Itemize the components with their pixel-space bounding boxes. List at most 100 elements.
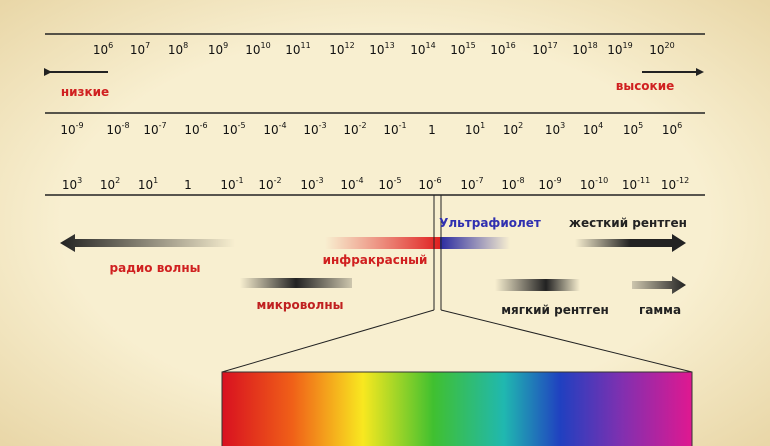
tick-base: 10 — [545, 123, 560, 137]
high-label: высокие — [616, 79, 675, 93]
tick-label: 102 — [100, 176, 120, 192]
tick-exponent: -3 — [319, 121, 327, 130]
tick-base: 10 — [263, 123, 278, 137]
tick-label: 10-3 — [303, 121, 326, 137]
tick-exponent: 3 — [560, 121, 565, 130]
tick-base: 10 — [138, 178, 153, 192]
tick-exponent: -5 — [238, 121, 246, 130]
tick-base: 10 — [143, 123, 158, 137]
tick-exponent: -1 — [399, 121, 407, 130]
tick-label: 1011 — [285, 41, 310, 57]
tick-base: 10 — [369, 43, 384, 57]
tick-label: 10-7 — [143, 121, 166, 137]
tick-exponent: -1 — [236, 176, 244, 185]
bands — [60, 195, 693, 446]
tick-exponent: -9 — [554, 176, 562, 185]
tick-label: 10-9 — [60, 121, 83, 137]
tick-base: 10 — [649, 43, 664, 57]
tick-base: 10 — [410, 43, 425, 57]
tick-exponent: 20 — [665, 41, 675, 50]
tick-label: 103 — [62, 176, 82, 192]
tick-label: 107 — [130, 41, 150, 57]
tick-exponent: -7 — [159, 121, 167, 130]
tick-base: 1 — [184, 178, 192, 192]
tick-base: 10 — [465, 123, 480, 137]
tick-base: 10 — [93, 43, 108, 57]
tick-exponent: 16 — [506, 41, 516, 50]
tick-label: 1019 — [607, 41, 632, 57]
tick-exponent: -5 — [394, 176, 402, 185]
tick-exponent: -6 — [200, 121, 208, 130]
tick-base: 10 — [607, 43, 622, 57]
tick-base: 10 — [450, 43, 465, 57]
tick-exponent: 6 — [108, 41, 113, 50]
tick-exponent: 17 — [548, 41, 558, 50]
tick-label: 10-10 — [580, 176, 608, 192]
tick-label: 101 — [138, 176, 158, 192]
tick-base: 10 — [501, 178, 516, 192]
tick-base: 10 — [538, 178, 553, 192]
tick-label: 1015 — [450, 41, 475, 57]
tick-base: 10 — [460, 178, 475, 192]
tick-exponent: -10 — [595, 176, 608, 185]
tick-exponent: 4 — [598, 121, 603, 130]
tick-label: 1013 — [369, 41, 394, 57]
tick-exponent: 14 — [426, 41, 436, 50]
tick-exponent: 11 — [301, 41, 311, 50]
tick-base: 10 — [245, 43, 260, 57]
tick-label: 10-11 — [622, 176, 650, 192]
tick-label: 10-12 — [661, 176, 689, 192]
tick-exponent: -12 — [676, 176, 689, 185]
tick-base: 10 — [329, 43, 344, 57]
tick-label: 1018 — [572, 41, 597, 57]
tick-label: 10-8 — [106, 121, 129, 137]
tick-exponent: -9 — [76, 121, 84, 130]
low-label: низкие — [61, 85, 109, 99]
tick-base: 10 — [106, 123, 121, 137]
tick-base: 10 — [340, 178, 355, 192]
tick-exponent: -8 — [517, 176, 525, 185]
tick-exponent: 5 — [638, 121, 643, 130]
tick-exponent: 3 — [77, 176, 82, 185]
tick-base: 10 — [208, 43, 223, 57]
tick-base: 10 — [532, 43, 547, 57]
tick-exponent: 10 — [261, 41, 271, 50]
tick-label: 10-6 — [184, 121, 207, 137]
band-label: Ультрафиолет — [439, 216, 541, 230]
scale-lines — [44, 33, 705, 196]
tick-label: 10-4 — [263, 121, 286, 137]
tick-exponent: 7 — [145, 41, 150, 50]
tick-base: 10 — [100, 178, 115, 192]
tick-exponent: 12 — [345, 41, 355, 50]
band-label: микроволны — [257, 298, 344, 312]
tick-base: 10 — [623, 123, 638, 137]
tick-base: 10 — [503, 123, 518, 137]
tick-exponent: 1 — [480, 121, 485, 130]
tick-label: 10-6 — [418, 176, 441, 192]
tick-exponent: -3 — [316, 176, 324, 185]
tick-base: 10 — [383, 123, 398, 137]
tick-exponent: -2 — [274, 176, 282, 185]
tick-exponent: 13 — [385, 41, 395, 50]
tick-label: 10-4 — [340, 176, 363, 192]
tick-label: 10-8 — [501, 176, 524, 192]
tick-base: 10 — [300, 178, 315, 192]
tick-base: 10 — [62, 178, 77, 192]
tick-exponent: 19 — [623, 41, 633, 50]
tick-label: 1012 — [329, 41, 354, 57]
tick-label: 10-2 — [343, 121, 366, 137]
tick-exponent: -4 — [279, 121, 287, 130]
tick-label: 109 — [208, 41, 228, 57]
tick-exponent: -7 — [476, 176, 484, 185]
tick-base: 10 — [130, 43, 145, 57]
tick-label: 10-1 — [383, 121, 406, 137]
tick-base: 10 — [343, 123, 358, 137]
tick-base: 10 — [572, 43, 587, 57]
band-label: гамма — [639, 303, 681, 317]
tick-exponent: 9 — [223, 41, 228, 50]
tick-base: 10 — [490, 43, 505, 57]
tick-base: 10 — [378, 178, 393, 192]
tick-exponent: 6 — [677, 121, 682, 130]
band-label: радио волны — [110, 261, 201, 275]
